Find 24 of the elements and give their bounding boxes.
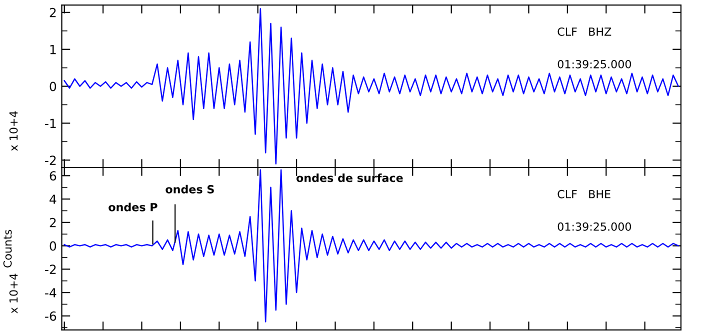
- y-tick-label: 1: [50, 44, 56, 54]
- annotation: ondes de surface: [296, 173, 403, 182]
- y-tick-label: 4: [50, 194, 56, 204]
- annotation: 01:39:25.000: [558, 60, 632, 68]
- annotation: ondes S: [166, 184, 214, 194]
- y-tick-label: 2: [50, 8, 56, 18]
- annotation: 01:39:25.000: [558, 222, 632, 231]
- y-tick-label: -1: [45, 118, 56, 128]
- y-tick-label: -2: [45, 156, 56, 165]
- line-series: [64, 169, 679, 322]
- y-tick-label: 6: [50, 171, 56, 181]
- annotation: CLF BHE: [558, 190, 610, 198]
- text: x 10+4: [9, 274, 18, 314]
- y-tick-label: 0: [50, 241, 56, 251]
- y-axis-title: Counts: [3, 230, 12, 268]
- y-tick-label: -6: [45, 311, 56, 321]
- y-tick-label: -4: [45, 288, 56, 298]
- y-tick-label: 2: [50, 218, 56, 228]
- y-tick-label: -2: [45, 264, 56, 274]
- line-series: [64, 8, 679, 164]
- text: x 10+4: [9, 111, 18, 151]
- annotation: CLF BHZ: [558, 27, 612, 36]
- y-tick-label: 0: [50, 82, 56, 92]
- annotation: ondes P: [108, 202, 158, 212]
